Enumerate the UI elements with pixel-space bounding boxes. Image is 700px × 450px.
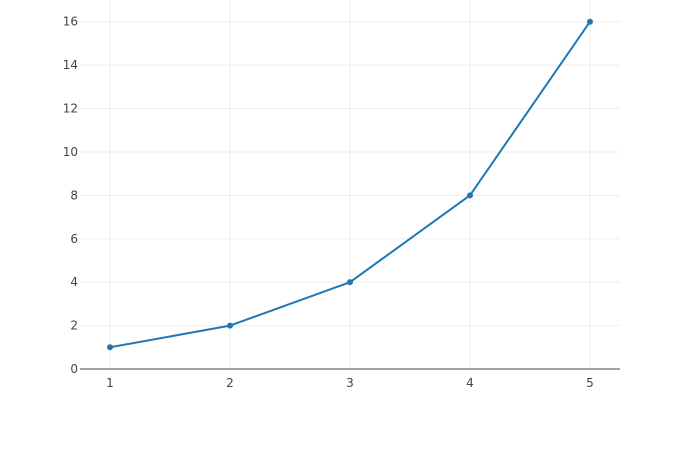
y-tick-label: 12 <box>63 102 78 116</box>
y-tick-label: 8 <box>70 188 78 202</box>
x-tick-label: 4 <box>466 376 474 390</box>
x-tick-label: 2 <box>226 376 234 390</box>
data-point <box>587 18 593 25</box>
series <box>107 18 593 351</box>
x-tick-label: 3 <box>346 376 354 390</box>
data-point <box>467 192 473 199</box>
y-tick-label: 10 <box>63 145 78 159</box>
y-tick-label: 6 <box>70 232 78 246</box>
y-tick-label: 14 <box>63 58 78 72</box>
data-point <box>347 279 353 286</box>
y-tick-label: 4 <box>70 275 78 289</box>
gridlines <box>80 0 620 369</box>
x-tick-label: 1 <box>106 376 114 390</box>
y-tick-label: 0 <box>70 362 78 376</box>
y-tick-label: 2 <box>70 319 78 333</box>
data-point <box>227 322 233 329</box>
data-point <box>107 344 113 351</box>
y-tick-label: 16 <box>63 15 78 29</box>
x-tick-label: 5 <box>586 376 594 390</box>
